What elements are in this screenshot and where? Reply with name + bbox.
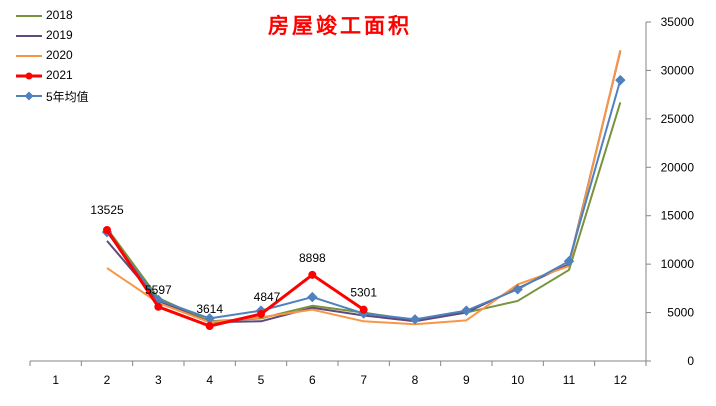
legend-swatch [16, 55, 42, 57]
legend-item: 5年均值 [14, 86, 174, 106]
data-point-5年均值 [461, 305, 472, 316]
legend-item: 2018 [14, 6, 174, 26]
data-point-2021 [103, 226, 111, 235]
x-tick-label: 6 [309, 373, 316, 387]
x-tick-label: 9 [463, 373, 470, 387]
series-line-2019 [106, 50, 622, 324]
series-line-2020 [106, 49, 622, 326]
legend-item: 2020 [14, 46, 174, 66]
data-label: 4847 [254, 290, 281, 304]
y-tick-label: 10000 [661, 257, 695, 271]
chart-title: 房屋竣工面积 [268, 13, 412, 38]
x-tick-label: 3 [155, 373, 162, 387]
data-label: 13525 [90, 203, 124, 217]
legend-label: 2020 [46, 48, 73, 62]
y-tick-label: 20000 [661, 160, 695, 174]
legend-item: 2021 [14, 66, 174, 86]
y-tick-label: 0 [687, 354, 694, 368]
legend-item: 2019 [14, 26, 174, 46]
x-tick-label: 12 [614, 373, 628, 387]
legend-label: 5年均值 [46, 90, 89, 104]
x-tick-label: 11 [563, 373, 576, 387]
legend-swatch [16, 35, 42, 37]
data-point-5年均值 [307, 291, 318, 303]
data-point-5年均值 [615, 74, 626, 86]
x-tick-label: 4 [206, 373, 213, 387]
legend-label: 2019 [46, 28, 73, 42]
data-label: 5301 [350, 286, 377, 300]
legend-swatch [16, 91, 42, 101]
x-tick-label: 5 [258, 373, 265, 387]
data-point-5年均值 [512, 284, 523, 295]
legend-label: 2021 [46, 68, 73, 82]
data-point-2021 [205, 321, 214, 330]
series-line-2021 [105, 229, 365, 328]
legend-label: 2018 [46, 8, 73, 22]
data-point-5年均值 [563, 256, 575, 267]
x-tick-label: 10 [511, 373, 525, 387]
x-tick-label: 2 [104, 373, 111, 387]
y-tick-label: 25000 [661, 112, 695, 126]
data-point-2021 [308, 270, 317, 279]
y-tick-label: 35000 [661, 15, 695, 29]
data-point-5年均值 [409, 314, 421, 325]
series-line-5年均值 [106, 79, 622, 321]
data-label: 5597 [145, 283, 172, 297]
data-point-2021 [154, 302, 163, 311]
data-point-2021 [359, 305, 368, 314]
y-tick-label: 15000 [661, 209, 695, 223]
y-tick-label: 5000 [667, 306, 694, 320]
x-tick-label: 7 [360, 373, 367, 387]
legend-swatch [16, 15, 42, 17]
x-tick-label: 8 [412, 373, 419, 387]
y-tick-label: 30000 [661, 63, 695, 77]
legend-swatch [16, 72, 42, 80]
data-label: 8898 [299, 251, 326, 265]
data-label: 3614 [196, 302, 223, 316]
x-tick-label: 1 [52, 373, 59, 387]
data-point-2021 [257, 310, 265, 319]
